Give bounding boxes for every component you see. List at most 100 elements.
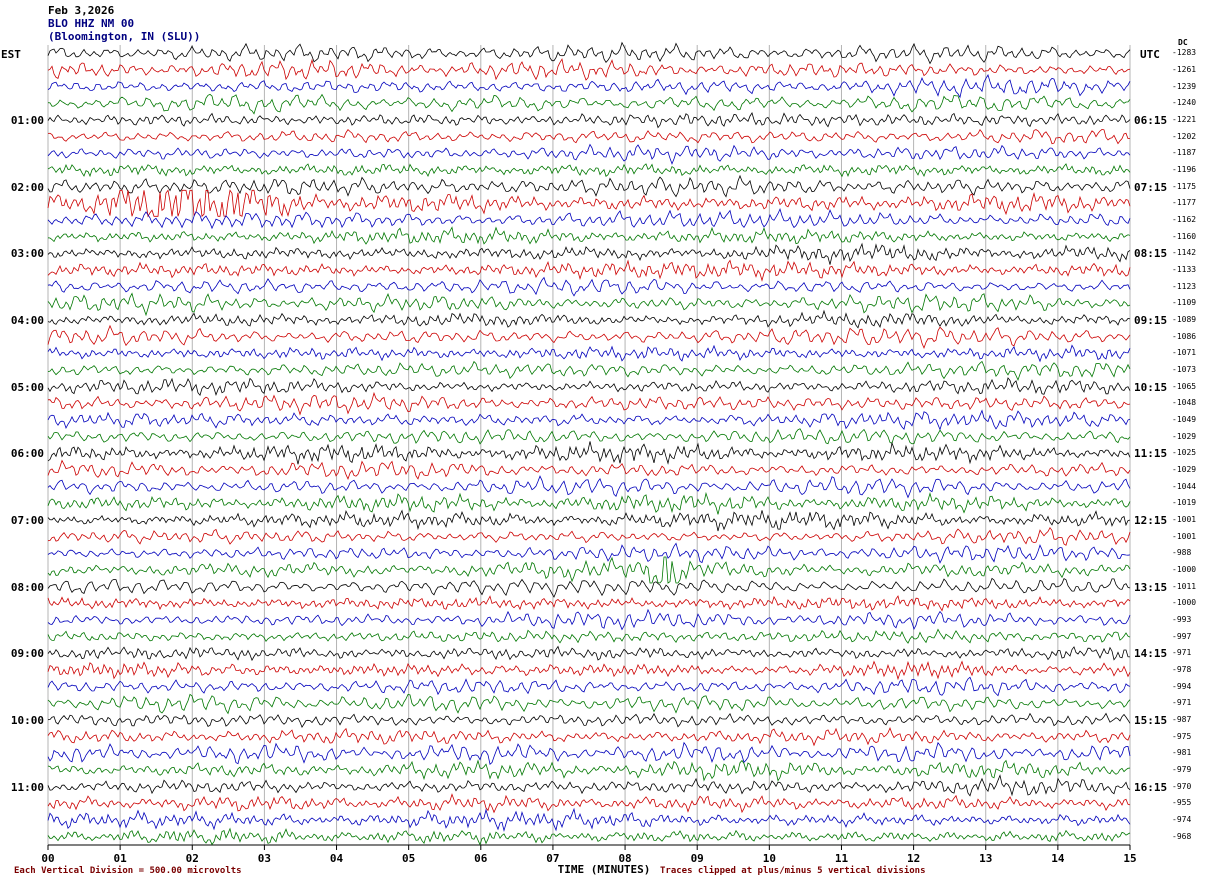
est-hour-label: 07:00 <box>10 514 44 527</box>
dc-offset-value: -968 <box>1172 831 1192 841</box>
header-station: BLO HHZ NM 00 <box>48 17 135 30</box>
x-tick-label: 14 <box>1051 852 1065 865</box>
dc-offset-value: -979 <box>1172 765 1192 774</box>
trace-row-0 <box>47 41 1131 65</box>
trace-row-8 <box>47 174 1131 198</box>
dc-offset-value: -1196 <box>1172 165 1197 174</box>
trace-row-16 <box>47 309 1131 329</box>
dc-offset-value: -1065 <box>1172 381 1197 391</box>
dc-offset-value: -955 <box>1172 798 1192 808</box>
trace-row-34 <box>47 608 1131 631</box>
x-tick-label: 15 <box>1123 852 1137 865</box>
utc-hour-label: 15:15 <box>1134 714 1168 727</box>
trace-row-20 <box>47 377 1131 397</box>
dc-offset-value: -994 <box>1172 681 1192 691</box>
dc-offset-value: -971 <box>1172 698 1192 708</box>
utc-hour-label: 06:15 <box>1134 114 1168 127</box>
dc-offset-value: -1261 <box>1172 65 1197 74</box>
dc-offset-value: -1283 <box>1172 48 1197 58</box>
dc-offset-value: -993 <box>1172 615 1192 624</box>
x-axis-label: TIME (MINUTES) <box>557 863 651 876</box>
trace-row-39 <box>47 693 1131 715</box>
utc-hour-label: 14:15 <box>1134 647 1168 661</box>
dc-offset-value: -1202 <box>1172 131 1197 141</box>
trace-row-40 <box>47 712 1131 728</box>
trace-row-37 <box>47 660 1131 681</box>
header-date: Feb 3,2026 <box>48 4 115 17</box>
trace-row-32 <box>47 577 1131 598</box>
trace-row-36 <box>47 645 1131 662</box>
dc-offset-value: -1011 <box>1172 581 1197 591</box>
utc-hour-label: 07:15 <box>1134 180 1168 194</box>
dc-offset-value: -1048 <box>1172 398 1197 408</box>
dc-offset-value: -1000 <box>1172 598 1197 608</box>
trace-row-15 <box>47 292 1131 317</box>
est-hour-label: 09:00 <box>10 647 44 661</box>
trace-row-26 <box>47 475 1131 499</box>
dc-offset-value: -970 <box>1172 781 1192 791</box>
dc-offset-value: -974 <box>1172 815 1192 824</box>
dc-offset-value: -1177 <box>1172 198 1197 208</box>
dc-column-title: DC <box>1178 38 1188 47</box>
x-tick-label: 11 <box>834 852 849 865</box>
x-tick-label: 02 <box>185 852 199 865</box>
dc-offset-value: -1001 <box>1172 515 1197 524</box>
trace-row-33 <box>47 595 1131 612</box>
dc-offset-value: -1221 <box>1172 115 1197 124</box>
dc-offset-value: -1025 <box>1172 448 1197 458</box>
dc-offset-value: -981 <box>1172 748 1192 758</box>
trace-row-47 <box>47 827 1131 846</box>
trace-row-42 <box>47 741 1131 765</box>
dc-offset-value: -1089 <box>1172 315 1197 324</box>
est-hour-label: 10:00 <box>10 714 44 727</box>
trace-row-28 <box>47 509 1131 532</box>
trace-row-35 <box>47 628 1131 644</box>
right-axis-title-utc: UTC <box>1140 48 1160 61</box>
trace-row-14 <box>47 276 1131 297</box>
dc-offset-value: -1071 <box>1172 348 1197 358</box>
utc-hour-label: 16:15 <box>1134 780 1168 794</box>
est-hour-label: 03:00 <box>10 247 44 261</box>
est-hour-label: 01:00 <box>10 114 44 127</box>
trace-row-18 <box>47 344 1131 363</box>
x-tick-label: 04 <box>329 852 344 865</box>
x-tick-label: 09 <box>690 852 704 865</box>
dc-offset-value: -971 <box>1172 648 1192 658</box>
dc-offset-value: -1175 <box>1172 181 1197 191</box>
footer-clip-note: Traces clipped at plus/minus 5 vertical … <box>660 866 926 876</box>
trace-row-9 <box>47 189 1131 218</box>
trace-row-41 <box>47 727 1131 747</box>
utc-hour-label: 09:15 <box>1134 314 1168 327</box>
est-hour-label: 06:00 <box>10 447 44 461</box>
header: Feb 3,2026 BLO HHZ NM 00 (Bloomington, I… <box>48 4 200 43</box>
dc-offset-value: -1187 <box>1172 148 1197 158</box>
trace-row-25 <box>47 459 1131 480</box>
dc-offset-value: -1044 <box>1172 481 1197 491</box>
trace-row-1 <box>47 58 1131 81</box>
dc-offset-value: -1123 <box>1172 281 1197 291</box>
est-hour-label: 08:00 <box>10 580 44 594</box>
dc-offset-value: -978 <box>1172 665 1192 674</box>
trace-row-4 <box>47 112 1131 129</box>
dc-offset-value: -1001 <box>1172 531 1197 541</box>
utc-hour-label: 13:15 <box>1134 580 1168 594</box>
dc-offset-value: -1049 <box>1172 415 1197 424</box>
trace-row-31 <box>47 556 1131 584</box>
dc-offset-value: -1160 <box>1172 231 1197 241</box>
dc-offset-value: -987 <box>1172 715 1192 724</box>
left-axis-title-est: EST <box>1 48 21 61</box>
utc-hour-label: 12:15 <box>1134 514 1168 527</box>
x-tick-label: 08 <box>618 852 632 865</box>
trace-row-21 <box>47 391 1131 416</box>
dc-offset-value: -1000 <box>1172 565 1197 574</box>
utc-hour-label: 08:15 <box>1134 247 1168 261</box>
dc-offset-value: -975 <box>1172 731 1192 741</box>
x-tick-label: 12 <box>906 852 921 865</box>
footer-scale-note: Each Vertical Division = 500.00 microvol… <box>14 866 242 876</box>
dc-offset-value: -988 <box>1172 548 1192 558</box>
trace-row-10 <box>47 207 1131 230</box>
header-location: (Bloomington, IN (SLU)) <box>48 30 201 43</box>
trace-row-29 <box>47 526 1131 546</box>
